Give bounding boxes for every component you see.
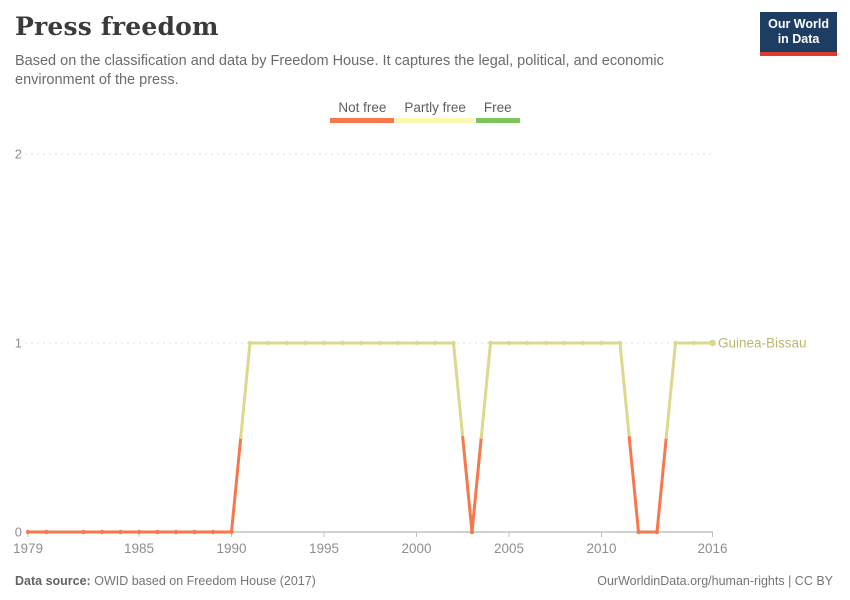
- data-point: [673, 340, 678, 346]
- owid-logo[interactable]: Our World in Data: [760, 12, 837, 56]
- series-segment: [664, 341, 677, 439]
- legend-item-free[interactable]: Free: [475, 100, 520, 123]
- data-point: [25, 529, 31, 535]
- data-source-note: Data source: OWID based on Freedom House…: [15, 574, 316, 588]
- data-point: [118, 529, 123, 535]
- series-entity-label[interactable]: Guinea-Bissau: [718, 336, 807, 351]
- page-title: Press freedom: [15, 12, 219, 41]
- series-segment: [461, 436, 474, 534]
- owid-logo-line1: Our World: [768, 17, 829, 31]
- data-point: [136, 529, 142, 535]
- data-point: [99, 529, 105, 535]
- data-point: [709, 339, 716, 347]
- data-point: [284, 340, 290, 346]
- series-segment: [452, 341, 465, 439]
- x-tick-label: 1979: [13, 541, 43, 556]
- data-point: [691, 340, 697, 346]
- legend-swatch-free: [475, 118, 520, 123]
- legend-item-not-free[interactable]: Not free: [330, 100, 395, 123]
- category-legend: Not free Partly free Free: [0, 100, 850, 123]
- data-point: [451, 340, 456, 346]
- series-segment: [479, 341, 492, 439]
- x-tick-label: 2000: [401, 541, 431, 556]
- x-tick-label: 2010: [586, 541, 616, 556]
- series-segment: [655, 436, 668, 534]
- data-point: [488, 340, 493, 346]
- y-tick-label: 2: [15, 147, 22, 162]
- data-point: [580, 340, 586, 346]
- data-point: [617, 340, 623, 346]
- data-point: [247, 340, 253, 346]
- chart-footer: Data source: OWID based on Freedom House…: [15, 574, 833, 588]
- series-segment: [627, 436, 640, 534]
- series-segment: [618, 341, 631, 439]
- chart-subtitle: Based on the classification and data by …: [15, 52, 664, 90]
- data-point: [654, 529, 660, 535]
- data-point: [525, 340, 530, 346]
- data-point: [562, 340, 567, 346]
- data-point: [229, 529, 234, 535]
- data-source-label: Data source:: [15, 574, 91, 588]
- legend-label: Not free: [338, 100, 387, 115]
- data-point: [340, 340, 345, 346]
- data-point: [192, 529, 197, 535]
- y-tick-label: 0: [15, 525, 22, 540]
- legend-swatch-not-free: [330, 118, 395, 123]
- data-point: [395, 340, 401, 346]
- subtitle-line1: Based on the classification and data by …: [15, 53, 664, 69]
- x-tick-label: 1985: [124, 541, 154, 556]
- data-point: [81, 529, 86, 535]
- legend-item-partly-free[interactable]: Partly free: [396, 100, 474, 123]
- x-tick-label: 2005: [494, 541, 524, 556]
- series-segment: [239, 341, 252, 439]
- data-point: [377, 340, 382, 346]
- data-point: [599, 340, 604, 346]
- data-point: [155, 529, 160, 535]
- data-point: [432, 340, 438, 346]
- data-point: [358, 340, 364, 346]
- data-point: [636, 529, 641, 535]
- data-point: [543, 340, 549, 346]
- chart-canvas: 0 1 2 1979 1985 1990 1995 2000 2005 2010 2016 Guine…: [13, 147, 807, 557]
- owid-credit-link[interactable]: OurWorldinData.org/human-rights | CC BY: [597, 574, 833, 588]
- data-point: [303, 340, 308, 346]
- owid-logo-line2: in Data: [777, 32, 820, 47]
- data-point: [173, 529, 179, 535]
- data-point: [321, 340, 327, 346]
- legend-label: Partly free: [404, 100, 466, 115]
- data-point: [44, 529, 49, 535]
- data-point: [506, 340, 512, 346]
- data-point: [210, 529, 216, 535]
- y-tick-label: 1: [15, 336, 22, 351]
- data-point: [469, 529, 475, 535]
- series-segment: [470, 436, 483, 534]
- data-point: [266, 340, 271, 346]
- legend-swatch-partly-free: [396, 118, 474, 123]
- legend-label: Free: [483, 100, 512, 115]
- series-segment: [230, 436, 243, 534]
- data-source-value: OWID based on Freedom House (2017): [94, 574, 316, 588]
- data-point: [414, 340, 419, 346]
- x-tick-label: 2016: [697, 541, 727, 556]
- x-tick-label: 1990: [216, 541, 246, 556]
- x-tick-label: 1995: [309, 541, 339, 556]
- subtitle-line2: environment of the press.: [15, 72, 179, 88]
